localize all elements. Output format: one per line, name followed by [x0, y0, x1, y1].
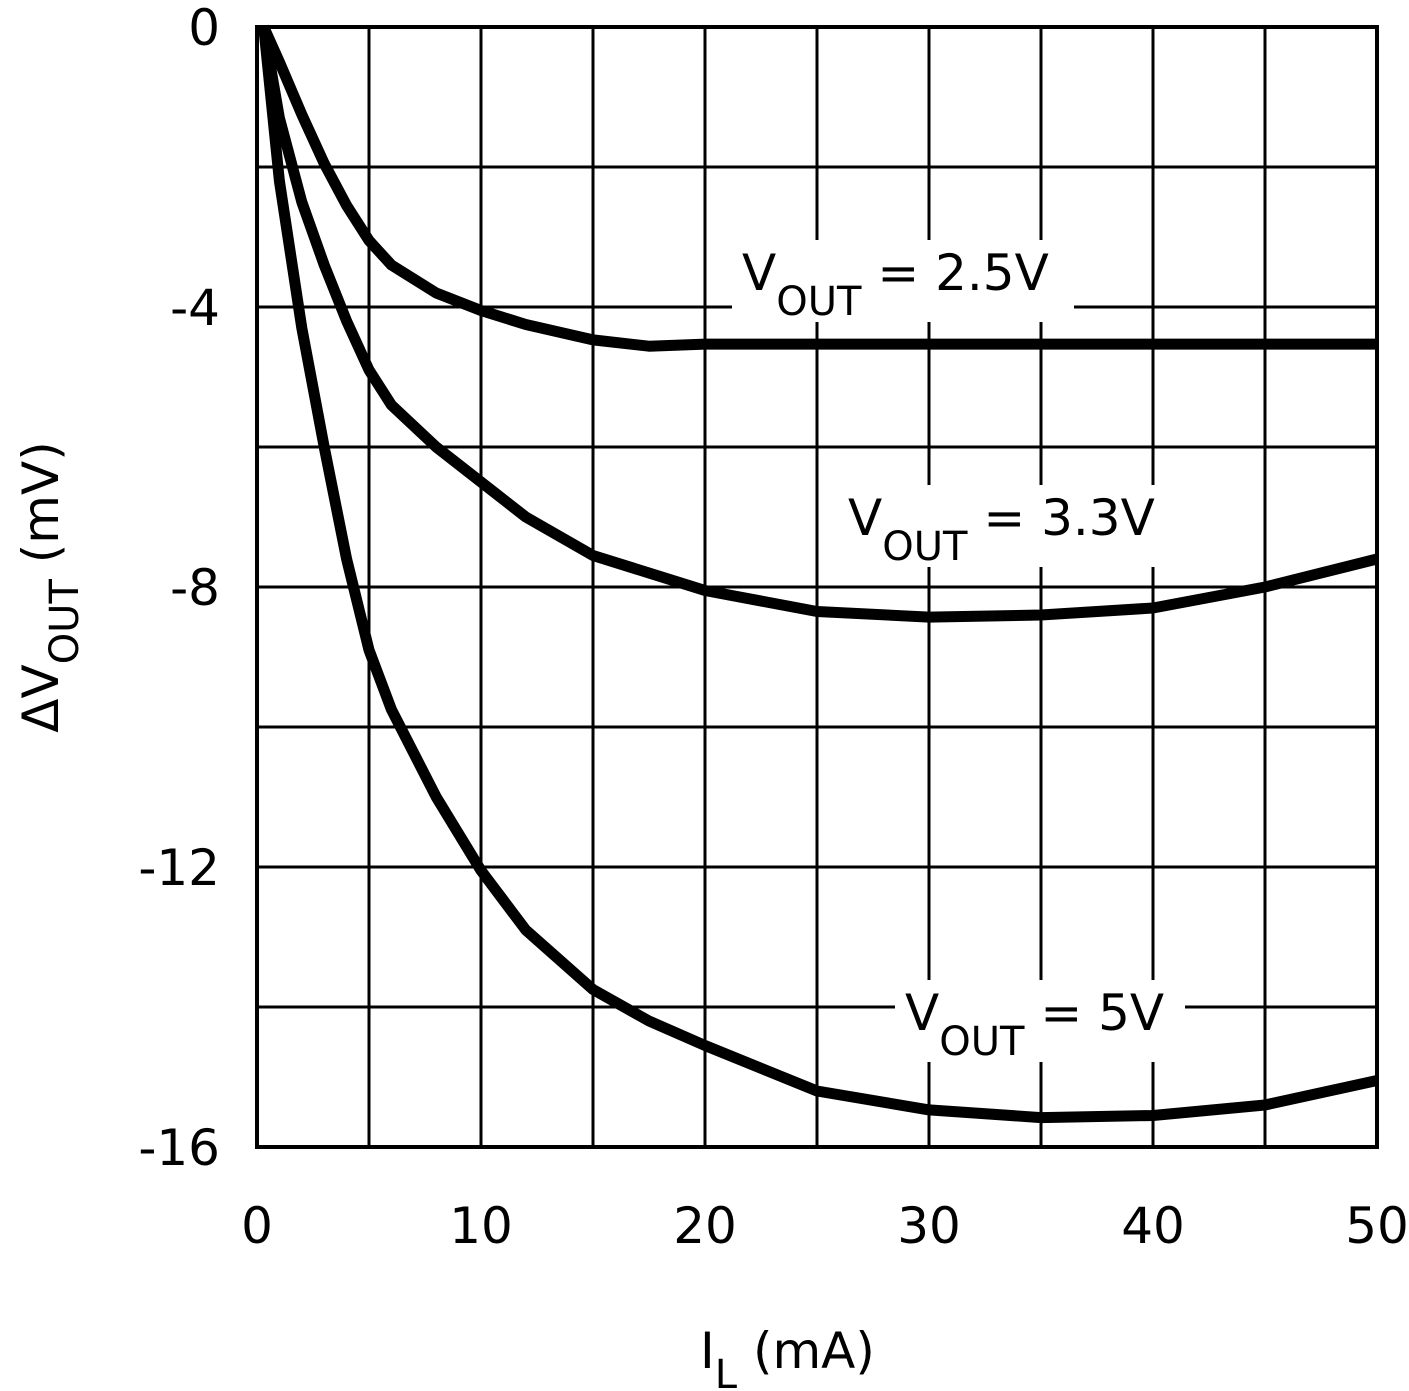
series-label: VOUT = 2.5V [742, 244, 1049, 325]
x-tick-label: 10 [449, 1197, 513, 1255]
x-tick-label: 0 [241, 1197, 273, 1255]
y-axis-label-rest: (mV) [12, 441, 70, 579]
series-label-main: V [742, 244, 776, 302]
series-line [258, 26, 1379, 1124]
x-tick-label: 30 [897, 1197, 961, 1255]
series-label-rest: = 2.5V [861, 244, 1048, 302]
series-label-sub: OUT [939, 1019, 1025, 1065]
plot-frame [255, 25, 1379, 1149]
y-tick-label: -8 [170, 559, 220, 617]
x-axis-label-rest: (mA) [737, 1322, 875, 1380]
x-axis-label-main: I [700, 1322, 715, 1380]
x-axis-label-sub: L [715, 1352, 738, 1391]
series-label-sub: OUT [882, 524, 968, 570]
y-tick-label: 0 [188, 0, 220, 57]
label-background [895, 980, 1185, 1062]
series-label-main: V [905, 984, 939, 1042]
series-label-main: V [848, 489, 882, 547]
y-tick-label: -16 [138, 1119, 220, 1177]
series-label: VOUT = 5V [905, 984, 1164, 1065]
series-label-sub: OUT [776, 279, 862, 325]
y-tick-label: -4 [170, 279, 220, 337]
series-label: VOUT = 3.3V [848, 489, 1155, 570]
series-label-rest: = 5V [1024, 984, 1164, 1042]
y-tick-label: -12 [138, 839, 220, 897]
x-axis-label: IL (mA) [700, 1322, 875, 1391]
x-tick-label: 40 [1121, 1197, 1185, 1255]
y-axis-label: ΔVOUT (mV) [12, 441, 88, 732]
x-tick-label: 20 [673, 1197, 737, 1255]
series-line [258, 26, 1379, 623]
series-line [258, 24, 1377, 352]
label-background [732, 240, 1074, 322]
x-tick-label: 50 [1345, 1197, 1409, 1255]
series-label-rest: = 3.3V [967, 489, 1154, 547]
y-axis-label-main: ΔV [12, 664, 70, 732]
label-background [838, 485, 1178, 567]
y-axis-label-sub: OUT [42, 579, 88, 665]
